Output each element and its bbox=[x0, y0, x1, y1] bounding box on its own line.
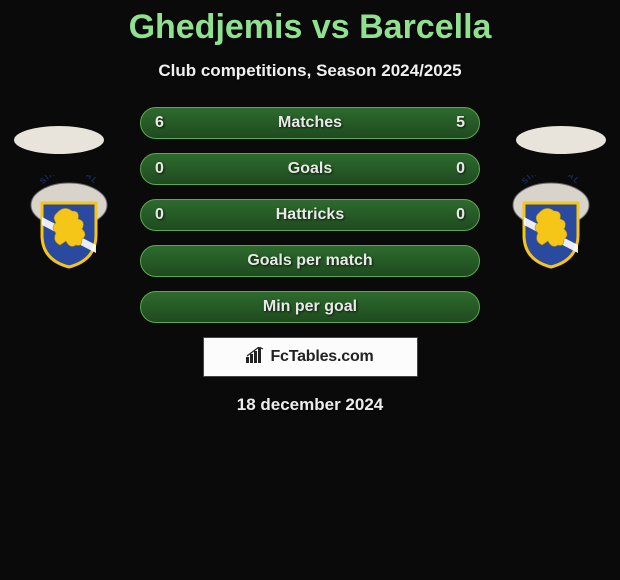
page-title: Ghedjemis vs Barcella bbox=[0, 8, 620, 47]
stat-label: Min per goal bbox=[175, 298, 445, 316]
club-badge-right: SINONE CAL bbox=[506, 175, 596, 270]
page-subtitle: Club competitions, Season 2024/2025 bbox=[0, 61, 620, 81]
brand-chart-icon bbox=[246, 347, 266, 368]
stat-left-value: 0 bbox=[155, 160, 175, 178]
player-head-right bbox=[516, 126, 606, 154]
stat-bar: Goals per match bbox=[140, 245, 480, 277]
stat-bar: 0Goals0 bbox=[140, 153, 480, 185]
stat-bar: 0Hattricks0 bbox=[140, 199, 480, 231]
club-badge-left: SINONE CAL bbox=[24, 175, 114, 270]
brand-box[interactable]: FcTables.com bbox=[203, 337, 418, 377]
stat-label: Matches bbox=[175, 114, 445, 132]
stat-label: Goals bbox=[175, 160, 445, 178]
snapshot-date: 18 december 2024 bbox=[0, 395, 620, 415]
stat-right-value: 5 bbox=[445, 114, 465, 132]
stat-label: Goals per match bbox=[175, 252, 445, 270]
player-head-left bbox=[14, 126, 104, 154]
stat-left-value: 6 bbox=[155, 114, 175, 132]
brand-text: FcTables.com bbox=[270, 348, 373, 366]
stat-right-value: 0 bbox=[445, 206, 465, 224]
stat-right-value: 0 bbox=[445, 160, 465, 178]
stat-bar: Min per goal bbox=[140, 291, 480, 323]
stat-label: Hattricks bbox=[175, 206, 445, 224]
stat-bar: 6Matches5 bbox=[140, 107, 480, 139]
stat-left-value: 0 bbox=[155, 206, 175, 224]
